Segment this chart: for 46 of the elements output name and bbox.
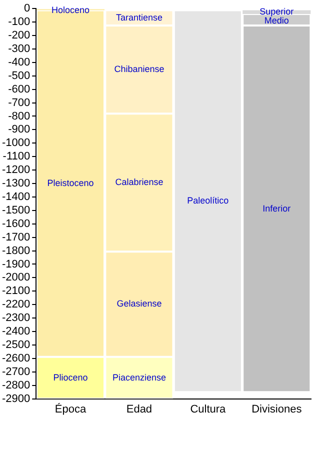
y-tick-label: -900	[8, 124, 30, 136]
y-tick-label: -1300	[2, 178, 30, 190]
y-tick-label: -100	[8, 16, 30, 28]
series-label: Gelasiense	[116, 298, 162, 309]
y-tick-label: -1900	[2, 258, 30, 270]
y-tick-label: -500	[8, 70, 30, 82]
y-tick-label: -2300	[2, 312, 30, 324]
y-tick-label: -1000	[2, 137, 30, 150]
y-tick-label: -2100	[2, 285, 30, 298]
y-tick-label: -1700	[2, 231, 30, 244]
y-tick-label: -2200	[2, 298, 30, 311]
y-tick-label: -800	[8, 110, 30, 122]
y-tick-label: -2600	[2, 352, 30, 364]
y-tick-label: -1800	[2, 244, 30, 257]
y-tick-label: -2500	[2, 339, 30, 352]
series-label: Superior	[260, 6, 294, 17]
series-label: Paleolítico	[187, 196, 229, 206]
series-label: Medio	[264, 16, 289, 26]
y-tick-label: -2900	[2, 392, 30, 405]
y-tick-label: 0	[24, 2, 30, 15]
series-label: Chibaniense	[114, 64, 164, 74]
series-label: Plioceno	[53, 372, 88, 382]
y-tick-label: -1100	[2, 150, 30, 163]
y-tick-label: -1500	[2, 204, 30, 216]
y-tick-label: -700	[8, 96, 30, 109]
y-tick-label: -2000	[2, 272, 30, 284]
series-label: Holoceno	[51, 5, 90, 16]
y-tick-label: -1600	[2, 218, 30, 230]
y-tick-label: -1400	[2, 191, 30, 204]
series-label: Tarantiense	[116, 12, 162, 22]
y-tick-label: -300	[8, 42, 30, 55]
x-tick-label: Edad	[126, 403, 152, 416]
series-label: Inferior	[262, 203, 291, 214]
x-tick-label: Época	[54, 402, 87, 416]
y-tick-label: -200	[8, 30, 30, 42]
y-tick-label: -2800	[2, 379, 30, 392]
y-tick-label: -1200	[2, 164, 30, 176]
series-label: Calabriense	[115, 177, 164, 188]
x-tick-label: Cultura	[190, 403, 227, 416]
series-label: Pleistoceno	[47, 178, 94, 188]
y-tick-label: -600	[8, 83, 30, 96]
x-tick-label: Divisiones	[252, 403, 302, 416]
y-tick-label: -400	[8, 56, 30, 68]
y-tick-label: -2700	[2, 366, 30, 378]
y-tick-label: -2400	[2, 326, 30, 338]
series-label: Piacenziense	[112, 372, 166, 382]
